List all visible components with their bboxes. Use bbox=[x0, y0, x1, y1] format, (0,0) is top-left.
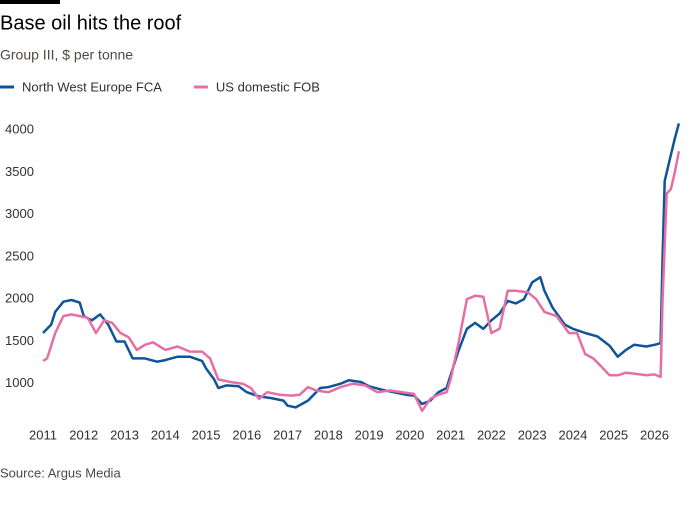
chart-subtitle: Group III, $ per tonne bbox=[0, 47, 133, 63]
legend-label: North West Europe FCA bbox=[22, 79, 162, 94]
x-tick-label: 2014 bbox=[151, 427, 180, 442]
x-tick-label: 2020 bbox=[395, 427, 424, 442]
x-tick-label: 2019 bbox=[355, 427, 384, 442]
x-tick-label: 2018 bbox=[314, 427, 343, 442]
brand-bar bbox=[0, 0, 60, 4]
y-tick-label: 2500 bbox=[5, 248, 34, 263]
x-tick-label: 2025 bbox=[599, 427, 628, 442]
x-tick-label: 2023 bbox=[518, 427, 547, 442]
x-tick-label: 2022 bbox=[477, 427, 506, 442]
y-tick-label: 4000 bbox=[5, 122, 34, 137]
x-tick-label: 2011 bbox=[29, 427, 57, 442]
series-line bbox=[42, 151, 681, 413]
y-tick-label: 1000 bbox=[5, 375, 34, 390]
source: Source: Argus Media bbox=[0, 465, 121, 480]
legend-label: US domestic FOB bbox=[216, 79, 320, 94]
chart-title: Base oil hits the roof bbox=[0, 12, 182, 34]
y-tick-label: 2000 bbox=[5, 291, 34, 306]
x-tick-label: 2015 bbox=[192, 427, 221, 442]
x-tick-label: 2012 bbox=[69, 427, 98, 442]
x-tick-label: 2024 bbox=[558, 427, 587, 442]
y-tick-label: 1500 bbox=[5, 333, 34, 348]
series-line bbox=[42, 123, 681, 409]
x-tick-label: 2026 bbox=[640, 427, 669, 442]
x-tick-label: 2013 bbox=[110, 427, 139, 442]
x-tick-label: 2021 bbox=[436, 427, 465, 442]
y-tick-label: 3500 bbox=[5, 164, 34, 179]
x-tick-label: 2017 bbox=[273, 427, 302, 442]
x-tick-label: 2016 bbox=[232, 427, 261, 442]
y-tick-label: 3000 bbox=[5, 206, 34, 221]
